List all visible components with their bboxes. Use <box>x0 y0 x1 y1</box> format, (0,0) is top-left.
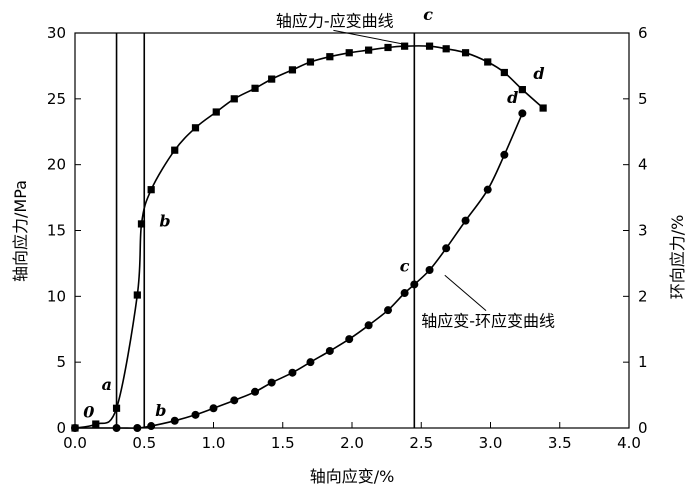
point-labels: 0a b c d b c d <box>83 5 544 422</box>
x-tick-label: 0.0 <box>63 434 87 452</box>
point-label: c <box>423 5 433 24</box>
strain-strain-point <box>345 335 354 344</box>
point-label: c <box>400 256 410 275</box>
vertical-reference-lines <box>115 33 416 428</box>
x-tick-label: 3.0 <box>479 434 503 452</box>
y-right-tick-label: 0 <box>638 419 648 437</box>
point-label: d <box>507 88 518 107</box>
plot-area-frame <box>74 32 630 429</box>
y-left-tick-label: 0 <box>56 419 66 437</box>
point-label: b <box>159 212 170 231</box>
y-right-tick-label: 1 <box>638 353 648 371</box>
y-right-tick-label: 6 <box>638 24 648 42</box>
y-left-tick-label: 10 <box>47 287 66 305</box>
stress-strain-point <box>365 46 373 54</box>
strain-strain-point <box>425 266 434 274</box>
x-tick-label: 2.5 <box>409 434 433 452</box>
stress-strain-point <box>112 404 121 412</box>
stress-strain-point <box>442 45 450 53</box>
y-left-tick-label: 5 <box>56 353 66 371</box>
annotation-leader <box>333 29 408 46</box>
axis-ticks: 0.0 0.5 1.0 1.5 2.0 2.5 3.0 3.5 4.00510152025300… <box>47 24 648 452</box>
stress-strain-point <box>500 68 508 77</box>
series-line-1 <box>74 45 544 429</box>
stress-strain-point <box>251 84 259 92</box>
y-right-tick-label: 3 <box>638 222 648 240</box>
stress-strain-point <box>133 291 141 299</box>
y-left-tick-label: 20 <box>47 156 66 174</box>
x-tick-label: 1.5 <box>271 434 295 452</box>
x-tick-label: 3.5 <box>548 434 572 452</box>
series-line-2 <box>75 112 524 429</box>
strain-strain-point <box>209 404 218 413</box>
x-tick-label: 2.0 <box>340 434 364 452</box>
strain-strain-point <box>518 109 527 118</box>
stress-strain-point <box>539 104 547 112</box>
y-left-tick-label: 30 <box>47 24 66 42</box>
stress-strain-point <box>137 220 146 228</box>
stress-strain-point <box>425 42 434 50</box>
stress-strain-point <box>288 66 297 74</box>
point-label: b <box>155 401 166 420</box>
stress-strain-point <box>484 58 492 66</box>
x-tick-label: 4.0 <box>617 434 641 452</box>
y-right-tick-label: 4 <box>638 156 648 174</box>
strain-strain-point <box>251 387 260 396</box>
strain-strain-point <box>325 346 334 355</box>
stress-strain-point <box>230 95 238 103</box>
stress-strain-point <box>401 42 409 50</box>
x-axis-title: 轴向应变/% <box>310 467 395 486</box>
strain-strain-point <box>71 424 79 432</box>
curve-annotation: 轴应变-环应变曲线 <box>421 312 555 331</box>
strain-strain-point <box>306 358 315 367</box>
strain-strain-point <box>500 150 509 159</box>
y-left-tick-label: 15 <box>47 222 66 240</box>
strain-strain-point <box>442 244 451 253</box>
stress-strain-point <box>326 53 334 61</box>
strain-strain-point <box>191 410 200 419</box>
strain-strain-point <box>170 416 179 425</box>
strain-strain-point <box>267 378 276 387</box>
point-label: 0 <box>83 402 94 421</box>
stress-strain-point <box>92 420 100 428</box>
strain-strain-point <box>288 368 297 377</box>
point-label: d <box>533 64 544 83</box>
stress-strain-point <box>461 49 470 57</box>
y-left-tick-label: 25 <box>47 90 66 108</box>
strain-strain-point <box>410 280 419 289</box>
stress-strain-point <box>268 75 276 83</box>
stress-strain-point <box>171 146 179 154</box>
y-axis-left-title: 轴向应力/MPa <box>11 180 30 282</box>
stress-strain-point <box>518 86 526 94</box>
stress-strain-point <box>384 43 392 52</box>
y-right-tick-label: 2 <box>638 287 648 305</box>
strain-strain-point <box>147 422 156 431</box>
x-tick-label: 1.0 <box>202 434 226 452</box>
stress-strain-point <box>191 124 200 132</box>
stress-strain-point <box>212 108 220 116</box>
strain-strain-point <box>384 306 393 315</box>
annotation-leader <box>444 274 487 311</box>
strain-strain-point <box>400 289 409 298</box>
series-markers <box>71 42 547 432</box>
y-right-tick-label: 5 <box>638 90 648 108</box>
stress-strain-point <box>306 58 315 66</box>
y-axis-right-title: 环向应力/% <box>668 215 687 300</box>
strain-strain-point <box>461 216 470 225</box>
strain-strain-point <box>364 321 373 330</box>
x-tick-label: 0.5 <box>132 434 156 452</box>
strain-strain-point <box>112 424 121 432</box>
point-label: a <box>102 375 112 394</box>
strain-strain-point <box>230 396 239 405</box>
curve-annotation: 轴应力-应变曲线 <box>276 11 394 30</box>
strain-strain-point <box>133 424 142 432</box>
stress-strain-point <box>147 186 155 194</box>
strain-strain-point <box>483 185 492 194</box>
series-lines <box>74 45 544 429</box>
stress-strain-point <box>345 49 353 57</box>
